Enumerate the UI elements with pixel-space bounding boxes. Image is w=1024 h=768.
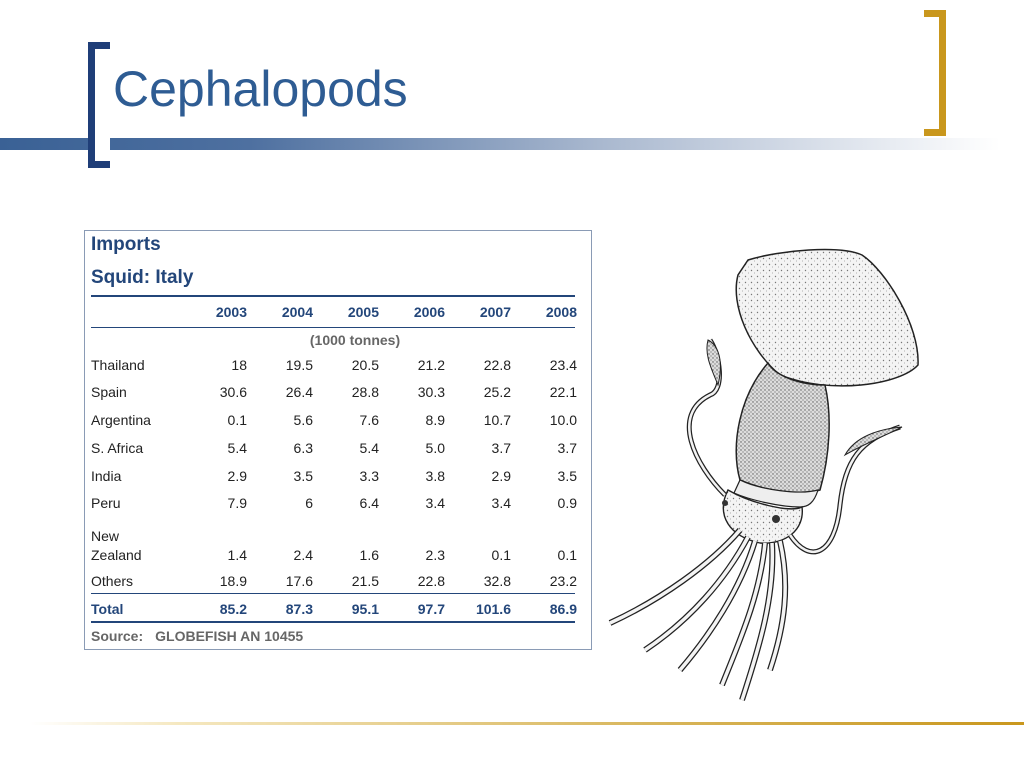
table-heading: Imports bbox=[91, 234, 161, 255]
table-cell: 3.7 bbox=[557, 440, 577, 456]
bottom-rule bbox=[30, 722, 1024, 725]
total-cell: 87.3 bbox=[285, 601, 313, 617]
table-cell: 3.5 bbox=[293, 468, 313, 484]
country-label: Others bbox=[91, 573, 134, 589]
year-header: 2007 bbox=[479, 304, 511, 320]
table-cell: 1.4 bbox=[227, 547, 247, 563]
table-cell: 3.4 bbox=[425, 495, 445, 511]
table-cell: 5.6 bbox=[293, 412, 313, 428]
table-cell: 2.4 bbox=[293, 547, 313, 563]
total-cell: 95.1 bbox=[351, 601, 379, 617]
total-cell: 85.2 bbox=[219, 601, 247, 617]
table-total-row: Total 85.2 87.3 95.1 97.7 101.6 86.9 bbox=[85, 595, 593, 619]
left-bracket-decoration bbox=[88, 42, 110, 168]
country-label: New Zealand bbox=[91, 527, 142, 565]
table-row: India 2.9 3.5 3.3 3.8 2.9 3.5 bbox=[85, 462, 593, 486]
table-unit: (1000 tonnes) bbox=[309, 332, 401, 348]
table-row: Argentina 0.1 5.6 7.6 8.9 10.7 10.0 bbox=[85, 406, 593, 430]
table-cell: 3.7 bbox=[491, 440, 511, 456]
table-cell: 19.5 bbox=[285, 357, 313, 373]
table-cell: 23.4 bbox=[549, 357, 577, 373]
table-cell: 28.8 bbox=[351, 384, 379, 400]
year-header: 2008 bbox=[545, 304, 577, 320]
table-cell: 2.9 bbox=[227, 468, 247, 484]
table-cell: 3.4 bbox=[491, 495, 511, 511]
table-cell: 20.5 bbox=[351, 357, 379, 373]
table-rule-header bbox=[91, 327, 575, 328]
table-cell: 22.8 bbox=[483, 357, 511, 373]
table-cell: 0.1 bbox=[227, 412, 247, 428]
year-header: 2003 bbox=[215, 304, 247, 320]
table-row: Others 18.9 17.6 21.5 22.8 32.8 23.2 bbox=[85, 567, 593, 591]
table-cell: 26.4 bbox=[285, 384, 313, 400]
table-cell: 10.7 bbox=[483, 412, 511, 428]
table-cell: 7.6 bbox=[359, 412, 379, 428]
table-rule-bottom bbox=[91, 621, 575, 623]
table-cell: 30.6 bbox=[219, 384, 247, 400]
imports-table: Imports Squid: Italy 2003 2004 2005 2006… bbox=[84, 230, 592, 650]
table-cell: 10.0 bbox=[549, 412, 577, 428]
country-label: India bbox=[91, 468, 122, 484]
table-rule-total bbox=[91, 593, 575, 594]
slide-title: Cephalopods bbox=[113, 61, 408, 117]
country-label-line: Zealand bbox=[91, 547, 142, 563]
country-label: Peru bbox=[91, 495, 121, 511]
table-cell: 8.9 bbox=[425, 412, 445, 428]
table-cell: 7.9 bbox=[227, 495, 247, 511]
table-source: Source: GLOBEFISH AN 10455 bbox=[91, 628, 303, 644]
table-cell: 5.4 bbox=[359, 440, 379, 456]
country-label: S. Africa bbox=[91, 440, 144, 456]
table-row: New Zealand 1.4 2.4 1.6 2.3 0.1 0.1 bbox=[85, 521, 593, 565]
title-rule bbox=[0, 138, 1000, 150]
table-cell: 21.2 bbox=[417, 357, 445, 373]
table-cell: 32.8 bbox=[483, 573, 511, 589]
table-cell: 3.3 bbox=[359, 468, 379, 484]
table-cell: 6 bbox=[305, 495, 313, 511]
table-cell: 2.3 bbox=[425, 547, 445, 563]
country-label-line: New bbox=[91, 528, 120, 544]
table-cell: 21.5 bbox=[351, 573, 379, 589]
table-row: Thailand 18 19.5 20.5 21.2 22.8 23.4 bbox=[85, 351, 593, 375]
table-cell: 0.1 bbox=[491, 547, 511, 563]
year-header: 2006 bbox=[413, 304, 445, 320]
total-label: Total bbox=[91, 601, 124, 617]
table-cell: 6.3 bbox=[293, 440, 313, 456]
country-label: Argentina bbox=[91, 412, 151, 428]
total-cell: 97.7 bbox=[417, 601, 445, 617]
table-cell: 18.9 bbox=[219, 573, 247, 589]
source-label: Source: bbox=[91, 628, 144, 644]
country-label: Thailand bbox=[91, 357, 145, 373]
source-text: GLOBEFISH AN 10455 bbox=[155, 628, 304, 644]
right-bracket-decoration bbox=[924, 10, 946, 136]
year-header: 2004 bbox=[281, 304, 313, 320]
table-cell: 0.1 bbox=[557, 547, 577, 563]
squid-drawing-icon bbox=[608, 248, 919, 701]
table-cell: 3.5 bbox=[557, 468, 577, 484]
table-cell: 25.2 bbox=[483, 384, 511, 400]
table-cell: 17.6 bbox=[285, 573, 313, 589]
country-label: Spain bbox=[91, 384, 127, 400]
table-row: S. Africa 5.4 6.3 5.4 5.0 3.7 3.7 bbox=[85, 434, 593, 458]
table-cell: 0.9 bbox=[557, 495, 577, 511]
table-cell: 30.3 bbox=[417, 384, 445, 400]
table-row: Spain 30.6 26.4 28.8 30.3 25.2 22.1 bbox=[85, 378, 593, 402]
table-rule-top bbox=[91, 295, 575, 297]
table-cell: 3.8 bbox=[425, 468, 445, 484]
total-cell: 86.9 bbox=[549, 601, 577, 617]
table-subheading: Squid: Italy bbox=[91, 267, 194, 288]
total-cell: 101.6 bbox=[475, 601, 511, 617]
table-cell: 5.4 bbox=[227, 440, 247, 456]
table-cell: 6.4 bbox=[359, 495, 379, 511]
table-row: Peru 7.9 6 6.4 3.4 3.4 0.9 bbox=[85, 489, 593, 513]
table-cell: 2.9 bbox=[491, 468, 511, 484]
table-cell: 18 bbox=[231, 357, 247, 373]
year-header: 2005 bbox=[347, 304, 379, 320]
table-cell: 22.8 bbox=[417, 573, 445, 589]
table-cell: 22.1 bbox=[549, 384, 577, 400]
table-cell: 1.6 bbox=[359, 547, 379, 563]
table-cell: 23.2 bbox=[549, 573, 577, 589]
table-cell: 5.0 bbox=[425, 440, 445, 456]
